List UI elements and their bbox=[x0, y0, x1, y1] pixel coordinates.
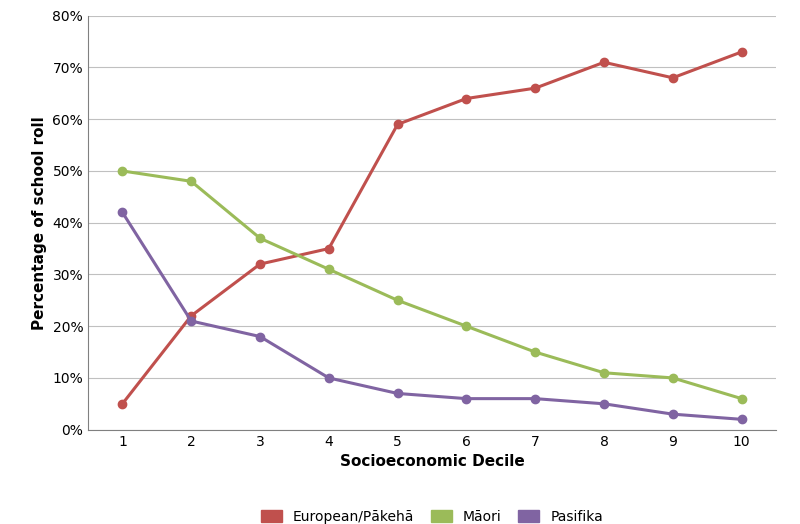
Legend: European/Pākehā, Māori, Pasifika: European/Pākehā, Māori, Pasifika bbox=[254, 503, 610, 524]
Y-axis label: Percentage of school roll: Percentage of school roll bbox=[32, 116, 47, 330]
X-axis label: Socioeconomic Decile: Socioeconomic Decile bbox=[340, 454, 524, 469]
